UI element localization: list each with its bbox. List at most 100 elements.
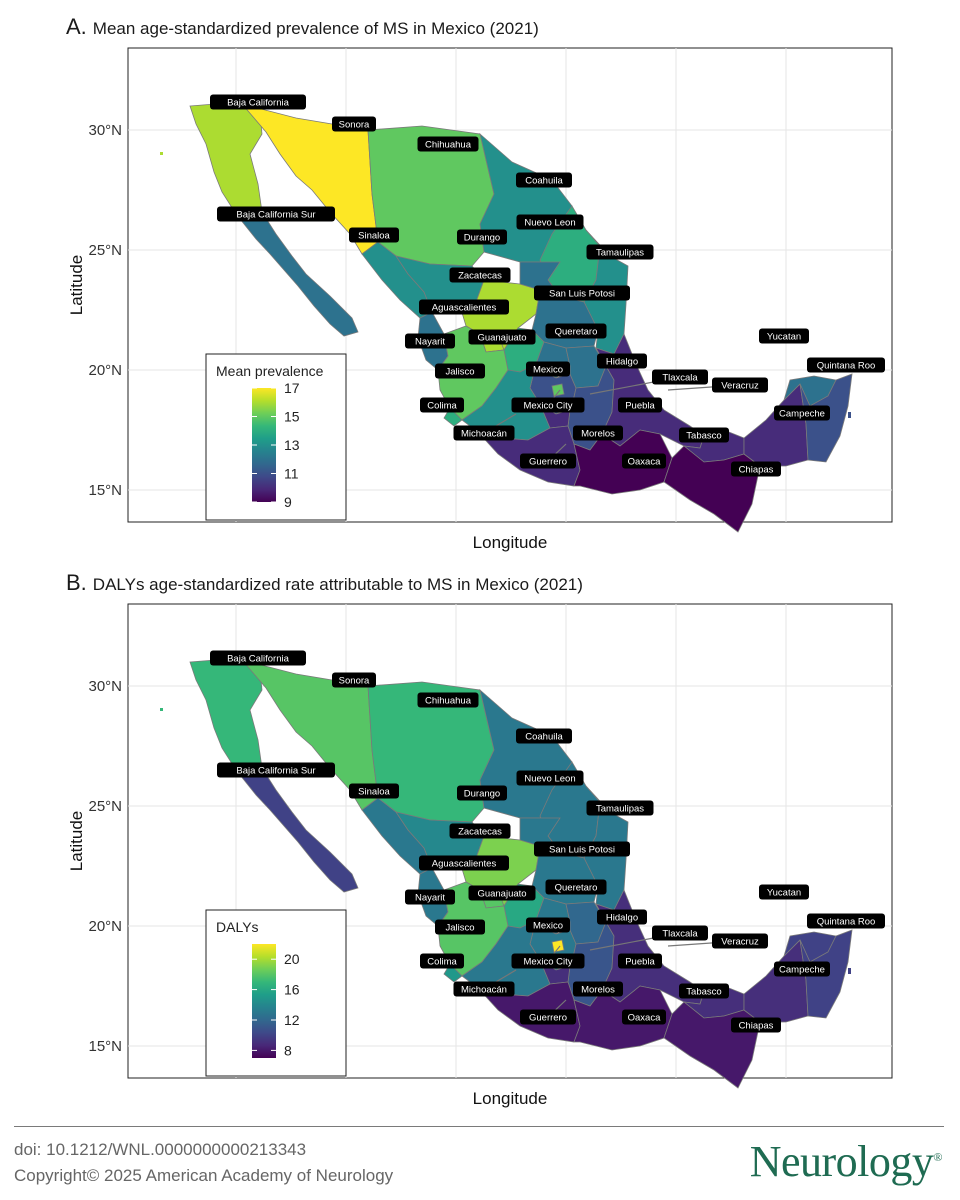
state-label-box [573, 425, 623, 441]
state-label-guerrero: Guerrero [529, 457, 567, 468]
state-label-box [349, 783, 399, 799]
state-label-box [468, 885, 536, 901]
state-label-tlaxcala: Tlaxcala [662, 373, 698, 384]
state-label-baja-california: Baja California [227, 654, 289, 665]
state-label-box [586, 244, 654, 260]
legend-tick-label: 20 [284, 951, 300, 967]
y-axis-title: Latitude [67, 255, 86, 316]
state-label-nuevo-leon: Nuevo Leon [524, 774, 575, 785]
state-label-baja-california: Baja California [227, 98, 289, 109]
state-label-veracruz: Veracruz [721, 381, 759, 392]
neurology-logo: Neurology® [749, 1136, 943, 1187]
state-label-box [449, 267, 511, 283]
lat-tick-label: 15°N [88, 482, 122, 499]
state-label-box [597, 353, 647, 369]
state-label-box [210, 94, 306, 110]
state-label-yucatan: Yucatan [767, 332, 801, 343]
state-label-box [759, 328, 809, 344]
state-label-box [712, 377, 768, 393]
map-panel-b: 30°N 25°N 20°N 15°N Latitude Longitude Baja Ca… [67, 603, 893, 1108]
state-labels: Baja California Sonora Chihuahua Baja Calif… [210, 94, 885, 477]
state-mexico-city [551, 939, 565, 953]
panel-b-title: B. DALYs age-standardized rate attributab… [66, 570, 583, 596]
state-label-baja-california-sur: Baja California Sur [236, 210, 315, 221]
state-label-box [586, 800, 654, 816]
state-label-box [449, 823, 511, 839]
state-label-box [516, 172, 572, 188]
legend-tick-label: 15 [284, 409, 300, 425]
state-label-box [457, 229, 507, 245]
state-label-tamaulipas: Tamaulipas [596, 248, 644, 259]
doi-text: doi: 10.1212/WNL.0000000000213343 [14, 1140, 307, 1159]
lat-tick-label: 30°N [88, 678, 122, 695]
state-label-box [545, 323, 607, 339]
state-label-chihuahua: Chihuahua [425, 140, 472, 151]
state-mexico-city [551, 383, 565, 397]
state-label-puebla: Puebla [625, 957, 655, 968]
state-label-box [679, 983, 729, 999]
state-label-box [622, 453, 666, 469]
state-label-aguascalientes: Aguascalientes [432, 859, 497, 870]
island-mark [160, 708, 163, 711]
state-label-oaxaca: Oaxaca [628, 457, 661, 468]
legend-tick-label: 12 [284, 1012, 300, 1028]
state-label-box [332, 672, 376, 688]
state-label-colima: Colima [427, 957, 457, 968]
lat-tick-label: 15°N [88, 1038, 122, 1055]
state-label-guanajuato: Guanajuato [477, 889, 526, 900]
state-label-box [534, 285, 630, 301]
state-label-tlaxcala: Tlaxcala [662, 929, 698, 940]
legend-tick-label: 8 [284, 1042, 292, 1058]
state-label-nuevo-leon: Nuevo Leon [524, 218, 575, 229]
state-label-veracruz: Veracruz [721, 937, 759, 948]
state-label-morelos: Morelos [581, 429, 615, 440]
state-label-chihuahua: Chihuahua [425, 696, 472, 707]
state-label-box [597, 909, 647, 925]
legend-tick-label: 11 [284, 466, 299, 482]
state-baja-california-sur [235, 767, 359, 893]
state-label-nayarit: Nayarit [415, 893, 445, 904]
state-label-box [457, 785, 507, 801]
state-label-box [520, 453, 576, 469]
lat-tick-label: 20°N [88, 918, 122, 935]
state-label-box [622, 1009, 666, 1025]
state-polygons [160, 657, 853, 1089]
state-label-box [573, 981, 623, 997]
state-label-oaxaca: Oaxaca [628, 1013, 661, 1024]
state-label-box [419, 855, 509, 871]
state-label-box [419, 299, 509, 315]
state-label-box [652, 925, 708, 941]
state-label-box [526, 361, 570, 377]
state-label-box [520, 1009, 576, 1025]
panel-b-letter: B. [66, 570, 87, 595]
state-label-jalisco: Jalisco [445, 923, 474, 934]
state-label-tabasco: Tabasco [686, 431, 721, 442]
legend-title: DALYs [216, 919, 259, 935]
state-label-zacatecas: Zacatecas [458, 827, 502, 838]
footer-divider [14, 1126, 944, 1127]
state-label-box [217, 762, 335, 778]
state-label-sonora: Sonora [339, 676, 370, 687]
state-label-box [453, 981, 515, 997]
state-label-tamaulipas: Tamaulipas [596, 804, 644, 815]
state-label-box [417, 692, 479, 708]
state-label-box [526, 917, 570, 933]
legend-tick-label: 13 [284, 437, 300, 453]
legend-tick-label: 17 [284, 380, 300, 396]
state-label-michoacan: Michoacán [461, 985, 507, 996]
state-label-box [516, 214, 584, 230]
state-label-morelos: Morelos [581, 985, 615, 996]
state-label-mexico-city: Mexico City [523, 401, 572, 412]
state-label-box [417, 136, 479, 152]
state-label-puebla: Puebla [625, 401, 655, 412]
state-label-yucatan: Yucatan [767, 888, 801, 899]
state-baja-california-sur [235, 211, 359, 337]
state-label-chiapas: Chiapas [739, 1021, 774, 1032]
brand-name: Neurology [749, 1137, 934, 1186]
map-panel-a: 30°N 25°N 20°N 15°N Latitude Longitude Baja Ca… [67, 47, 893, 552]
state-label-box [332, 116, 376, 132]
island-mark [848, 968, 851, 974]
x-axis-title: Longitude [473, 533, 548, 552]
state-label-box [807, 913, 885, 929]
color-legend: DALYs 20 16 12 8 [205, 909, 347, 1077]
